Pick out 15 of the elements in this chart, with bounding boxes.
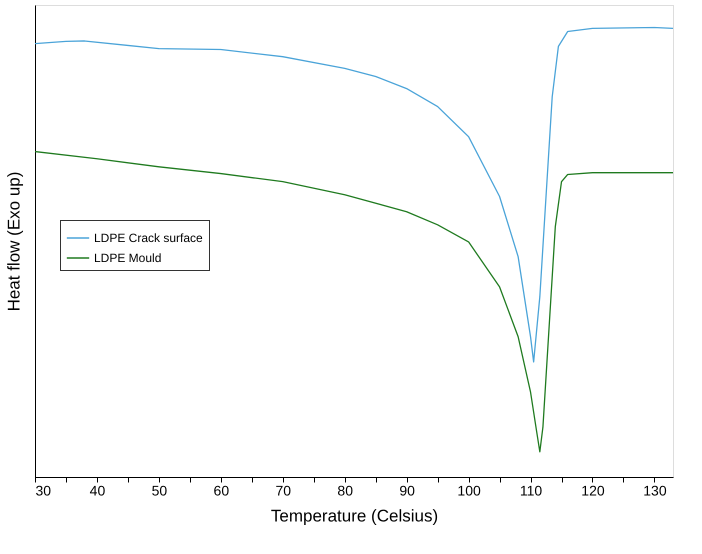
x-tick-label: 80	[337, 482, 354, 498]
x-tick-label: 60	[214, 482, 230, 498]
x-tick-label: 40	[90, 482, 106, 498]
x-tick-label: 90	[399, 482, 416, 498]
x-tick-label: 100	[457, 482, 481, 498]
x-tick-label: 130	[643, 482, 667, 498]
x-tick-label: 30	[36, 482, 52, 498]
legend-label: LDPE Mould	[94, 251, 162, 265]
x-tick-label: 50	[152, 482, 168, 498]
x-tick-label: 120	[581, 482, 605, 498]
x-axis-title: Temperature (Celsius)	[270, 506, 438, 526]
x-tick-label: 110	[520, 482, 542, 498]
x-tick-label: 70	[275, 482, 292, 498]
y-axis-title: Heat flow (Exo up)	[4, 172, 24, 312]
legend-label: LDPE Crack surface	[94, 231, 204, 245]
